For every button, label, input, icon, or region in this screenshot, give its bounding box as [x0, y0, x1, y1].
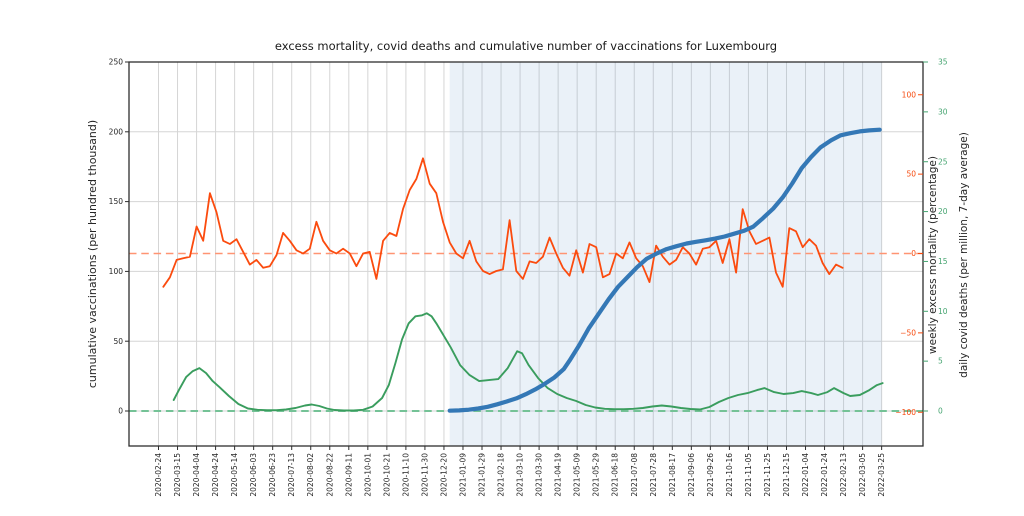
mortality-tick-label: −100: [895, 408, 916, 417]
x-tick-label: 2020-10-21: [382, 453, 391, 497]
deaths-tick-label: 5: [938, 357, 943, 366]
left-tick-label: 200: [109, 127, 124, 136]
x-tick-label: 2021-07-28: [649, 453, 658, 497]
x-tick-label: 2020-04-24: [211, 453, 220, 497]
x-tick-label: 2022-02-13: [839, 453, 848, 497]
mortality-tick-label: 0: [911, 249, 916, 258]
mortality-tick-label: 50: [906, 170, 916, 179]
left-tick-label: 50: [113, 337, 123, 346]
x-tick-label: 2021-12-15: [782, 453, 791, 497]
x-tick-label: 2022-03-05: [858, 453, 867, 497]
deaths-tick-label: 0: [938, 407, 943, 416]
x-tick-label: 2020-10-01: [363, 453, 372, 497]
deaths-tick-label: 20: [938, 207, 948, 216]
x-tick-label: 2021-10-16: [725, 453, 734, 497]
cumulative-vaccinations-line: [447, 127, 882, 413]
x-tick-label: 2020-07-13: [287, 453, 296, 497]
x-tick-label: 2020-11-30: [420, 453, 429, 497]
mortality-tick-label: 100: [902, 90, 917, 99]
x-tick-label: 2020-04-04: [192, 453, 201, 497]
x-tick-label: 2021-04-19: [554, 453, 563, 497]
x-tick-label: 2021-09-26: [706, 453, 715, 497]
x-tick-label: 2021-01-29: [478, 453, 487, 497]
left-tick-label: 150: [109, 197, 124, 206]
x-tick-label: 2021-11-05: [744, 453, 753, 497]
x-tick-label: 2021-07-08: [630, 453, 639, 497]
x-tick-label: 2021-06-18: [611, 453, 620, 497]
mortality-axis-label: weekly excess mortality (percentage): [927, 156, 939, 354]
deaths-axis-label: daily covid deaths (per million, 7-day a…: [958, 132, 970, 378]
excess-mortality-line: [162, 157, 844, 288]
x-tick-label: 2021-05-29: [592, 453, 601, 497]
x-tick-label: 2021-09-06: [687, 453, 696, 497]
deaths-tick-label: 15: [938, 257, 948, 266]
x-tick-label: 2020-11-10: [401, 453, 410, 497]
x-tick-label: 2020-09-11: [344, 453, 353, 497]
x-tick-label: 2020-12-20: [439, 453, 448, 497]
covid-deaths-line: [172, 312, 884, 412]
deaths-tick-label: 35: [938, 58, 948, 67]
x-tick-label: 2021-02-18: [497, 453, 506, 497]
x-tick-label: 2020-08-02: [306, 453, 315, 497]
x-tick-label: 2021-03-10: [516, 453, 525, 497]
x-tick-label: 2021-05-09: [573, 453, 582, 497]
x-tick-label: 2020-06-03: [249, 453, 258, 497]
zero-reference-lines: [129, 252, 923, 413]
x-tick-label: 2020-08-22: [325, 453, 334, 497]
left-tick-label: 250: [109, 58, 124, 67]
deaths-tick-label: 30: [938, 107, 948, 116]
left-tick-label: 100: [109, 267, 124, 276]
mortality-axis-ticks: −100 −50 0 50 100: [895, 90, 923, 417]
left-axis-ticks: 0 50 100 150 200 250: [109, 58, 129, 416]
x-tick-label: 2022-03-25: [877, 453, 886, 497]
x-axis-ticks: 2020-02-24 2020-03-15 2020-04-04 2020-04-24…: [154, 446, 886, 497]
x-tick-label: 2021-11-25: [763, 453, 772, 497]
x-tick-label: 2020-03-15: [173, 453, 182, 497]
left-axis-label: cumulative vaccinations (per hundred tho…: [86, 120, 99, 388]
x-tick-label: 2022-01-24: [820, 453, 829, 497]
x-tick-label: 2022-01-04: [801, 453, 810, 497]
x-tick-label: 2021-01-09: [458, 453, 467, 497]
deaths-axis-ticks: 0 5 10 15 20 25 30 35: [923, 58, 948, 416]
x-tick-label: 2020-05-14: [230, 453, 239, 497]
x-tick-label: 2020-02-24: [154, 453, 163, 497]
left-tick-label: 0: [118, 407, 123, 416]
deaths-tick-label: 10: [938, 307, 948, 316]
x-tick-label: 2021-03-30: [535, 453, 544, 497]
x-tick-label: 2021-08-17: [668, 453, 677, 497]
mortality-tick-label: −50: [900, 328, 916, 337]
x-tick-label: 2020-06-23: [268, 453, 277, 497]
deaths-tick-label: 25: [938, 157, 948, 166]
chart-title: excess mortality, covid deaths and cumul…: [275, 39, 777, 53]
